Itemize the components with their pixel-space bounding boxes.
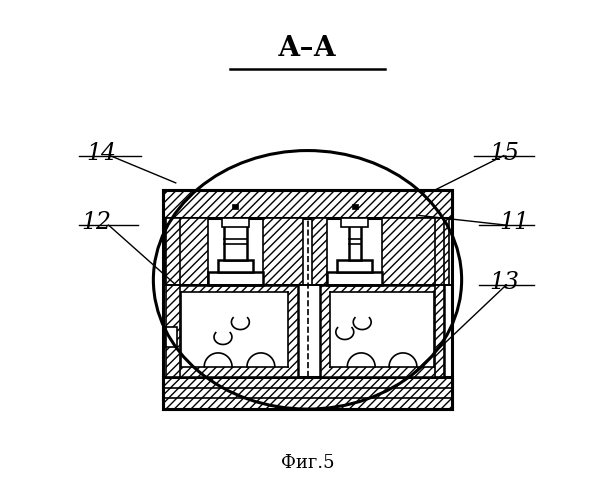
Ellipse shape [153, 150, 462, 409]
Text: 12: 12 [81, 211, 111, 234]
Text: А–А: А–А [278, 35, 337, 62]
Bar [224, 220, 247, 260]
Text: 14: 14 [86, 142, 116, 165]
Bar [382, 218, 449, 285]
Bar [435, 218, 444, 377]
Bar [232, 204, 239, 210]
Bar [298, 218, 320, 377]
Text: Фиг.5: Фиг.5 [281, 454, 334, 472]
Bar [166, 218, 208, 285]
Bar [164, 218, 451, 377]
Bar [208, 272, 263, 285]
Text: 13: 13 [489, 271, 519, 294]
Bar [166, 218, 180, 377]
Bar [349, 220, 361, 260]
Bar [341, 218, 368, 226]
Bar [320, 285, 444, 377]
Bar [218, 260, 253, 272]
Bar [181, 292, 288, 367]
Bar [164, 190, 451, 218]
Bar [166, 327, 177, 347]
Bar [171, 285, 298, 377]
Bar [164, 377, 451, 409]
Text: 15: 15 [489, 142, 519, 165]
Bar [330, 292, 434, 367]
Bar [352, 204, 358, 210]
Bar [222, 218, 249, 226]
Bar [327, 272, 382, 285]
Text: 11: 11 [499, 211, 529, 234]
Bar [164, 190, 451, 409]
Bar [338, 260, 372, 272]
Bar [312, 218, 327, 285]
Bar [263, 218, 303, 285]
